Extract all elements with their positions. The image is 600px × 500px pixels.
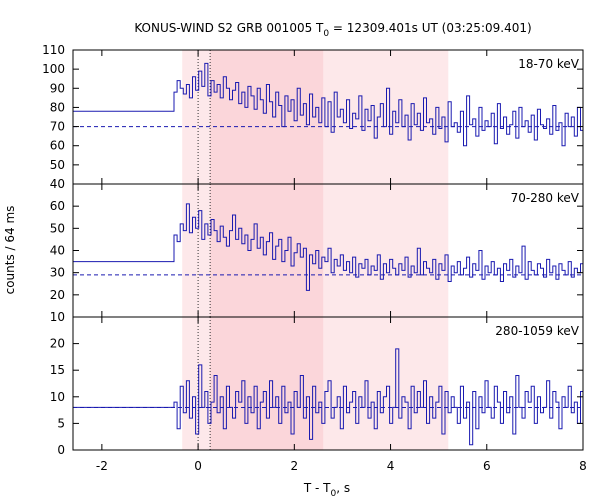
y-tick-label: 30 [50, 266, 65, 280]
interval-band-dark [210, 317, 324, 450]
y-tick-label: 10 [50, 390, 65, 404]
panel-energy-label: 280-1059 keV [495, 324, 579, 338]
y-tick-label: 20 [50, 337, 65, 351]
panel-energy-label: 18-70 keV [518, 57, 580, 71]
x-tick-label: 8 [579, 459, 587, 473]
count-rate-series [73, 348, 583, 446]
y-tick-label: 90 [50, 81, 65, 95]
count-rate-series [73, 203, 583, 291]
y-tick-label: 80 [50, 100, 65, 114]
y-tick-label: 50 [50, 158, 65, 172]
y-tick-label: 10 [50, 310, 65, 324]
y-tick-label: 20 [50, 288, 65, 302]
panel-2: 10 20 30 40 50 60 70-280 keV [50, 183, 584, 324]
y-tick-label: 50 [50, 221, 65, 235]
chart-title: KONUS-WIND S2 GRB 001005 T0 = 12309.401s… [134, 21, 531, 39]
x-tick-label: 4 [387, 459, 395, 473]
x-tick-label: 6 [483, 459, 491, 473]
x-tick-label: -2 [96, 459, 108, 473]
y-tick-label: 5 [57, 416, 65, 430]
y-tick-label: 60 [50, 199, 65, 213]
y-tick-label: 100 [42, 62, 65, 76]
x-tick-label: 2 [291, 459, 299, 473]
panel-3: 0 5 10 15 20 280-1059 keV [50, 316, 584, 457]
interval-band-dark [210, 50, 324, 184]
y-tick-label: 15 [50, 363, 65, 377]
y-axis-label: counts / 64 ms [3, 206, 17, 295]
y-tick-label: 0 [57, 443, 65, 457]
x-tick-label: 0 [194, 459, 202, 473]
x-axis-label: T - T0, s [303, 481, 350, 499]
y-tick-label: 40 [50, 244, 65, 258]
panel-frame [72, 316, 584, 451]
y-tick-label: 70 [50, 120, 65, 134]
panel-1: 40 50 60 70 80 90 100 110 18-70 keV [42, 43, 584, 191]
count-rate-series [73, 62, 583, 147]
y-tick-label: 110 [42, 43, 65, 57]
y-tick-label: 60 [50, 139, 65, 153]
y-tick-label: 40 [50, 177, 65, 191]
panel-energy-label: 70-280 keV [511, 191, 580, 205]
